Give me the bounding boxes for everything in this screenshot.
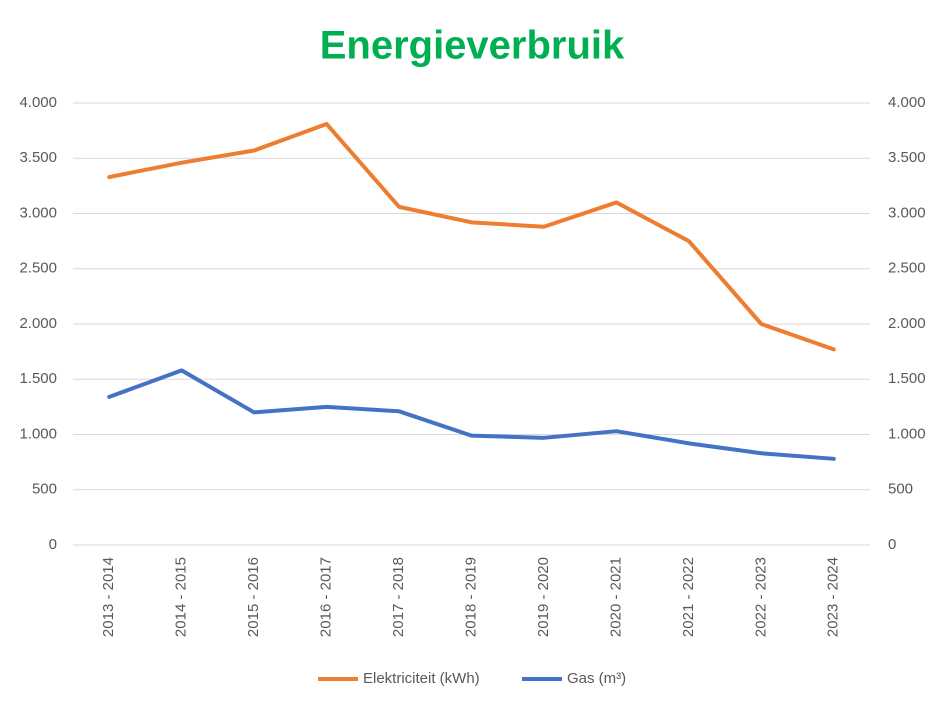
y2-tick-label: 500 [888,481,913,498]
legend-label: Gas (m³) [567,670,626,687]
y2-tick-label: 2.000 [888,315,926,332]
legend-label: Elektriciteit (kWh) [363,670,480,687]
x-tick-label: 2020 - 2021 [607,557,624,637]
y2-tick-label: 3.500 [888,149,926,166]
x-tick-label: 2023 - 2024 [825,557,842,637]
y2-tick-label: 1.500 [888,370,926,387]
y-tick-label: 4.000 [19,94,57,111]
x-tick-label: 2019 - 2020 [535,557,552,637]
y2-tick-label: 4.000 [888,94,926,111]
y2-tick-label: 0 [888,536,896,553]
x-tick-label: 2021 - 2022 [680,557,697,637]
x-tick-label: 2015 - 2016 [245,557,262,637]
y-tick-label: 1.000 [19,425,57,442]
y-tick-label: 2.500 [19,260,57,277]
x-tick-label: 2014 - 2015 [173,557,190,637]
x-tick-label: 2017 - 2018 [390,557,407,637]
series-line [107,121,836,352]
x-tick-label: 2016 - 2017 [318,557,335,637]
y-tick-label: 0 [49,536,57,553]
y-tick-label: 3.000 [19,204,57,221]
y2-tick-label: 2.500 [888,260,926,277]
x-tick-label: 2013 - 2014 [100,557,117,637]
y-tick-label: 1.500 [19,370,57,387]
y-tick-label: 500 [32,481,57,498]
x-tick-label: 2022 - 2023 [752,557,769,637]
x-tick-label: 2018 - 2019 [462,557,479,637]
series-line [107,368,836,461]
chart-title: Energieverbruik [320,24,625,68]
y-tick-label: 2.000 [19,315,57,332]
y-tick-label: 3.500 [19,149,57,166]
y2-tick-label: 1.000 [888,425,926,442]
y2-tick-label: 3.000 [888,204,926,221]
